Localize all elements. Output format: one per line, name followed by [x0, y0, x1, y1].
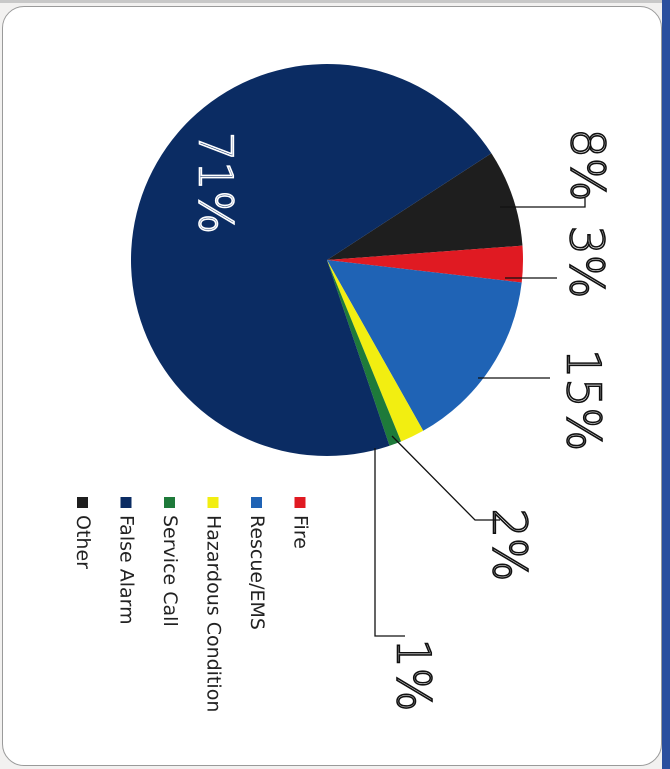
pie-slice-service-call — [327, 260, 402, 446]
legend-swatch-false-alarm — [120, 497, 132, 508]
pie-slice-fire — [327, 245, 523, 283]
pie-slice-rescue-ems — [327, 260, 522, 431]
legend-swatch-rescue-ems — [251, 497, 262, 508]
leader-line-hazardous-condition — [391, 435, 500, 521]
percent-label-false-alarm: 71% — [189, 132, 243, 234]
pie-slice-other — [327, 153, 523, 260]
percent-label-hazardous-condition: 2% — [483, 509, 537, 582]
percent-label-service-call: 1% — [387, 639, 441, 712]
side-band — [662, 0, 670, 769]
legend-swatch-hazardous-condition — [207, 497, 219, 508]
leader-line-service-call — [374, 448, 405, 637]
legend-label-other: Other — [72, 515, 94, 569]
legend-swatch-fire — [294, 497, 306, 508]
legend-label-false-alarm: False Alarm — [116, 515, 138, 625]
pie-slice-hazardous-condition — [327, 260, 424, 442]
legend-swatch-service-call — [164, 497, 175, 508]
legend-label-fire: Fire — [290, 515, 312, 549]
leader-line-other — [500, 198, 586, 208]
pie-slice-false-alarm — [131, 63, 492, 456]
legend-label-hazardous-condition: Hazardous Condition — [203, 515, 225, 712]
legend-swatch-other — [77, 497, 88, 508]
percent-label-fire: 3% — [560, 226, 614, 299]
top-edge — [0, 0, 670, 3]
percent-label-other: 8% — [561, 129, 615, 202]
percent-label-rescue-ems: 15% — [557, 349, 611, 451]
legend-label-rescue-ems: Rescue/EMS — [246, 515, 268, 630]
legend-label-service-call: Service Call — [159, 515, 181, 627]
